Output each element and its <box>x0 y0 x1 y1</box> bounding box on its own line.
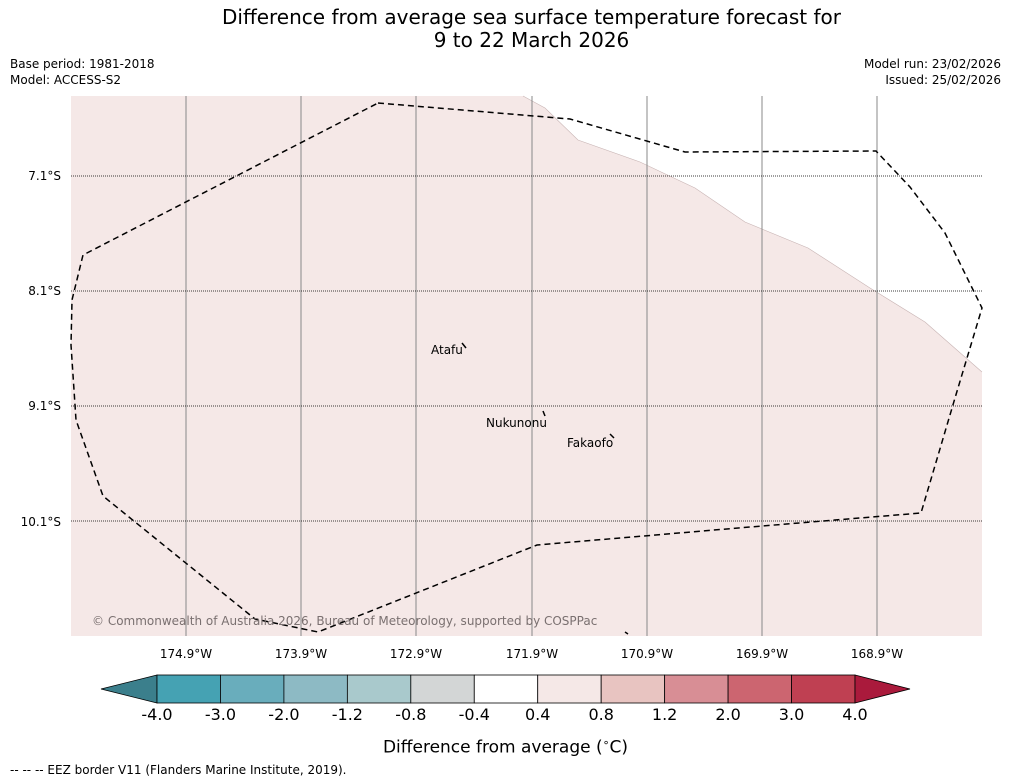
longitude-label: 170.9°W <box>620 647 674 661</box>
latitude-label: 9.1°S <box>28 399 61 413</box>
title-line-1: Difference from average sea surface temp… <box>221 5 841 29</box>
place-label-nukunonu: Nukunonu <box>486 416 547 430</box>
issued-date: Issued: 25/02/2026 <box>885 73 1001 87</box>
anomaly-contour <box>522 95 983 373</box>
colorbar-tick-label: 2.0 <box>715 705 741 724</box>
latitude-label: 7.1°S <box>28 169 61 183</box>
colorbar <box>100 674 911 704</box>
colorbar-tick-label: -3.0 <box>204 705 237 724</box>
meta-left: Base period: 1981-2018 Model: ACCESS-S2 <box>10 56 155 88</box>
longitude-label: 169.9°W <box>735 647 789 661</box>
colorbar-segment <box>600 674 666 704</box>
colorbar-unit: C) <box>609 737 629 758</box>
colorbar-tick-label: 3.0 <box>778 705 805 724</box>
colorbar-segment <box>410 674 475 704</box>
colorbar-segment <box>220 674 285 704</box>
colorbar-label: Difference from average (∘C) <box>0 733 1011 758</box>
longitude-label: 173.9°W <box>274 647 328 661</box>
place-label-fakaofo: Fakaofo <box>567 436 614 450</box>
place-label-atafu: Atafu <box>431 343 463 357</box>
longitude-label: 171.9°W <box>505 647 559 661</box>
colorbar-tick-label: -1.2 <box>331 705 363 724</box>
degree-symbol: ∘ <box>602 736 610 749</box>
colorbar-tick-label: -0.8 <box>395 705 427 724</box>
colorbar-under-arrow <box>100 674 158 704</box>
colorbar-tick-label: -4.0 <box>141 705 173 724</box>
map-title: Difference from average sea surface temp… <box>0 6 1011 52</box>
colorbar-segment <box>537 674 602 704</box>
title-line-2: 9 to 22 March 2026 <box>433 28 630 52</box>
colorbar-segment <box>473 674 539 704</box>
colorbar-tick-label: 1.2 <box>651 705 678 724</box>
base-period: Base period: 1981-2018 <box>10 57 155 71</box>
island-marker <box>624 631 629 635</box>
colorbar-label-text: Difference from average ( <box>382 737 603 758</box>
longitude-label: 168.9°W <box>850 647 904 661</box>
longitude-label: 174.9°W <box>159 647 213 661</box>
model-name: Model: ACCESS-S2 <box>10 73 122 87</box>
colorbar-segment <box>664 674 729 704</box>
latitude-label: 8.1°S <box>28 284 61 298</box>
nukunonu-atoll-marker <box>542 410 546 417</box>
eez-legend-footer: -- -- -- EEZ border V11 (Flanders Marine… <box>10 763 347 777</box>
colorbar-tick-label: -0.4 <box>458 705 490 724</box>
model-run: Model run: 23/02/2026 <box>863 57 1001 71</box>
colorbar-tick-label: 4.0 <box>842 705 868 724</box>
eez-boundary <box>70 102 983 633</box>
longitude-grid <box>185 96 878 636</box>
meta-right: Model run: 23/02/2026 Issued: 25/02/2026 <box>864 56 1001 88</box>
atafu-atoll-marker <box>461 342 467 349</box>
colorbar-tick-label: -2.0 <box>268 705 300 724</box>
colorbar-over-arrow <box>854 674 911 704</box>
colorbar-segment <box>283 674 348 704</box>
longitude-label: 172.9°W <box>389 647 443 661</box>
colorbar-tick-label: 0.4 <box>524 705 551 724</box>
fakaofo-atoll-marker <box>609 433 615 439</box>
colorbar-segment <box>156 674 221 704</box>
colorbar-segment <box>727 674 792 704</box>
copyright-notice: © Commonwealth of Australia 2026, Bureau… <box>92 614 598 628</box>
colorbar-segment <box>346 674 412 704</box>
colorbar-segment <box>791 674 856 704</box>
colorbar-tick-label: 0.8 <box>588 705 614 724</box>
near-average-region <box>523 96 982 372</box>
latitude-label: 10.1°S <box>20 515 61 529</box>
